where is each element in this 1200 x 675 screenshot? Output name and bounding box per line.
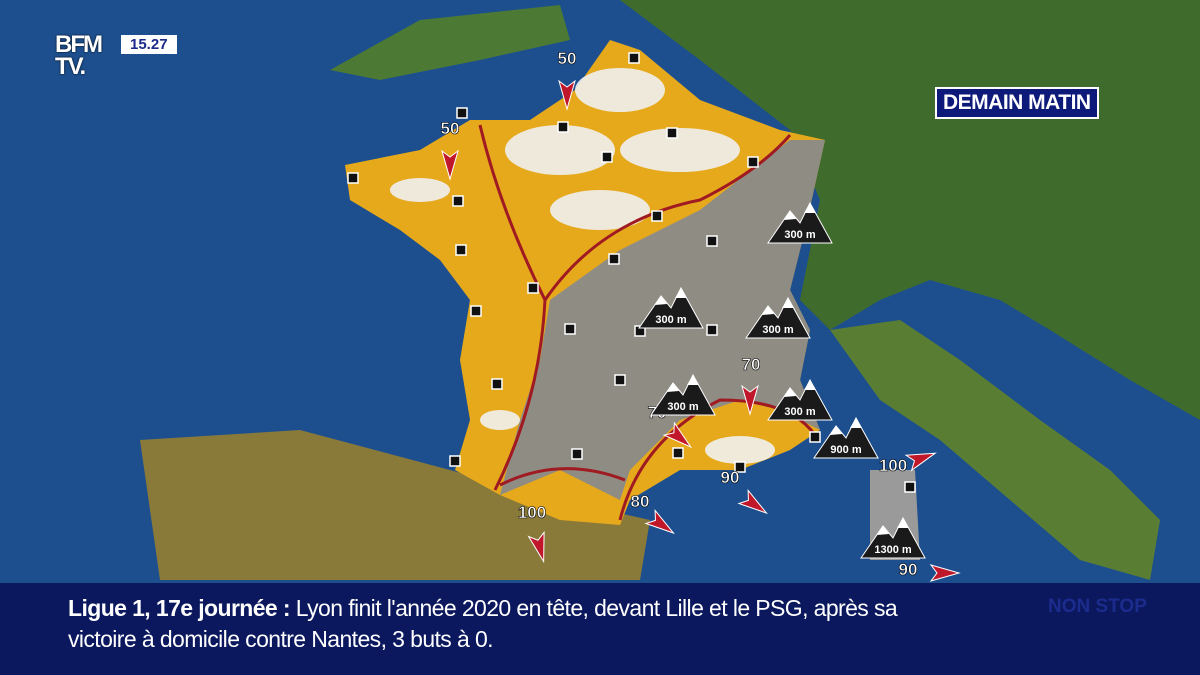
- city-marker: [747, 156, 759, 168]
- wind-arrow-icon: [904, 452, 937, 472]
- wind-gust-value: 100: [518, 503, 546, 522]
- city-marker: [557, 121, 569, 133]
- wind-gust-value: 80: [631, 492, 650, 511]
- wind-gust: 90: [898, 560, 961, 582]
- city-marker: [527, 282, 539, 294]
- city-marker: [452, 195, 464, 207]
- map-title: DEMAIN MATIN: [935, 87, 1099, 119]
- city-marker: [449, 455, 461, 467]
- wind-arrow-icon: [441, 149, 459, 181]
- city-marker: [571, 448, 583, 460]
- wind-gust-value: 50: [441, 119, 460, 138]
- ticker-body: Lyon finit l'année 2020 en tête, devant …: [68, 595, 898, 652]
- snow-limit-value: 300 m: [762, 324, 793, 336]
- land-britain: [330, 5, 570, 80]
- city-marker: [601, 151, 613, 163]
- city-marker: [564, 323, 576, 335]
- wind-gust: 100: [879, 452, 937, 475]
- city-marker: [455, 244, 467, 256]
- wind-gust: 70: [741, 355, 761, 416]
- land-spain: [140, 430, 650, 580]
- snow-limit-badge: 1300 m: [860, 516, 926, 559]
- snow-limit-value: 300 m: [667, 401, 698, 413]
- city-marker: [706, 235, 718, 247]
- ticker-text: Ligue 1, 17e journée : Lyon finit l'anné…: [68, 593, 968, 655]
- snow-limit-badge: 900 m: [813, 416, 879, 459]
- city-marker: [706, 324, 718, 336]
- city-marker: [456, 107, 468, 119]
- snow-limit-value: 300 m: [655, 314, 686, 326]
- snow-limit-value: 900 m: [830, 444, 861, 456]
- snow-limit-badge: 300 m: [638, 286, 704, 329]
- city-marker: [347, 172, 359, 184]
- snow-limit-value: 1300 m: [874, 544, 912, 556]
- clock: 15.27: [121, 35, 177, 54]
- wind-arrow-icon: [644, 508, 675, 535]
- wind-gust-value: 100: [879, 456, 907, 475]
- wind-gust-value: 50: [558, 49, 577, 68]
- wind-gust-value: 90: [899, 560, 918, 579]
- snow-limit-value: 300 m: [784, 406, 815, 418]
- city-marker: [608, 253, 620, 265]
- snow-limit-badge: 300 m: [767, 378, 833, 421]
- wind-arrow-icon: [741, 384, 759, 416]
- city-marker: [628, 52, 640, 64]
- news-ticker: Ligue 1, 17e journée : Lyon finit l'anné…: [0, 583, 1200, 675]
- city-marker: [809, 431, 821, 443]
- snow-limit-value: 300 m: [784, 229, 815, 241]
- snow-limit-badge: 300 m: [745, 296, 811, 339]
- wind-arrow-icon: [662, 421, 693, 449]
- city-marker: [672, 447, 684, 459]
- wind-gust: 100: [518, 503, 546, 564]
- wind-arrow-icon: [527, 530, 545, 564]
- city-marker: [666, 127, 678, 139]
- wind-gust-value: 90: [721, 468, 740, 487]
- wind-gust: 80: [630, 492, 675, 535]
- wind-gust: 50: [557, 49, 577, 111]
- wind-gust: 90: [720, 468, 768, 515]
- snow-limit-badge: 300 m: [767, 201, 833, 244]
- city-marker: [614, 374, 626, 386]
- city-marker: [904, 481, 916, 493]
- land-italy: [830, 320, 1160, 580]
- bfmtv-logo: BFM TV.: [55, 31, 103, 80]
- city-marker: [491, 378, 503, 390]
- non-stop-badge: NON STOP: [1048, 596, 1147, 617]
- city-marker: [734, 461, 746, 473]
- wind-gust-value: 70: [742, 355, 761, 374]
- wind-arrow-icon: [558, 79, 576, 111]
- snow-limit-badge: 300 m: [650, 373, 716, 416]
- ticker-headline: Ligue 1, 17e journée :: [68, 595, 291, 621]
- wind-arrow-icon: [929, 564, 961, 582]
- wind-gust: 50: [440, 119, 460, 181]
- wind-arrow-icon: [737, 488, 768, 515]
- cloud-patches: [390, 68, 775, 464]
- city-marker: [651, 210, 663, 222]
- city-marker: [470, 305, 482, 317]
- city-markers: [347, 52, 916, 493]
